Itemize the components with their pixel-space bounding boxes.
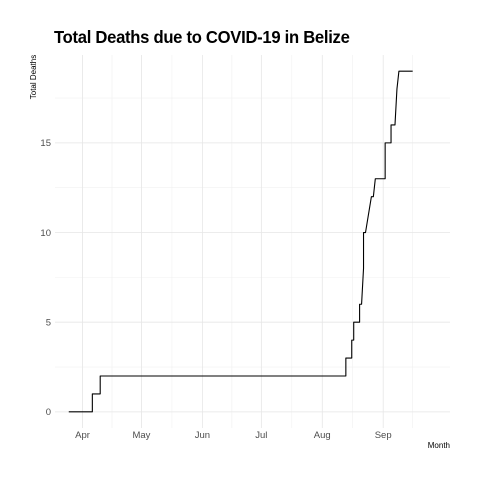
x-tick-labels: Apr May Jun Jul Aug Sep — [75, 430, 392, 441]
y-tick-labels: 0 5 10 15 — [40, 138, 51, 418]
x-tick-label: May — [132, 430, 150, 441]
y-tick-label: 0 — [46, 407, 51, 418]
x-tick-label: Sep — [375, 430, 392, 441]
minor-gridlines — [55, 55, 450, 428]
y-axis-title: Total Deaths — [29, 55, 38, 99]
x-tick-label: Aug — [314, 430, 331, 441]
chart-title: Total Deaths due to COVID-19 in Belize — [54, 27, 350, 47]
major-gridlines — [55, 55, 450, 428]
x-axis-title: Month — [428, 441, 450, 450]
x-tick-label: Jun — [195, 430, 210, 441]
x-tick-label: Jul — [255, 430, 267, 441]
x-tick-label: Apr — [75, 430, 90, 441]
series-layer — [68, 70, 413, 413]
y-tick-label: 10 — [40, 228, 51, 239]
series-line-total-deaths — [68, 70, 413, 413]
y-tick-label: 15 — [40, 138, 51, 149]
y-tick-label: 5 — [46, 317, 51, 328]
